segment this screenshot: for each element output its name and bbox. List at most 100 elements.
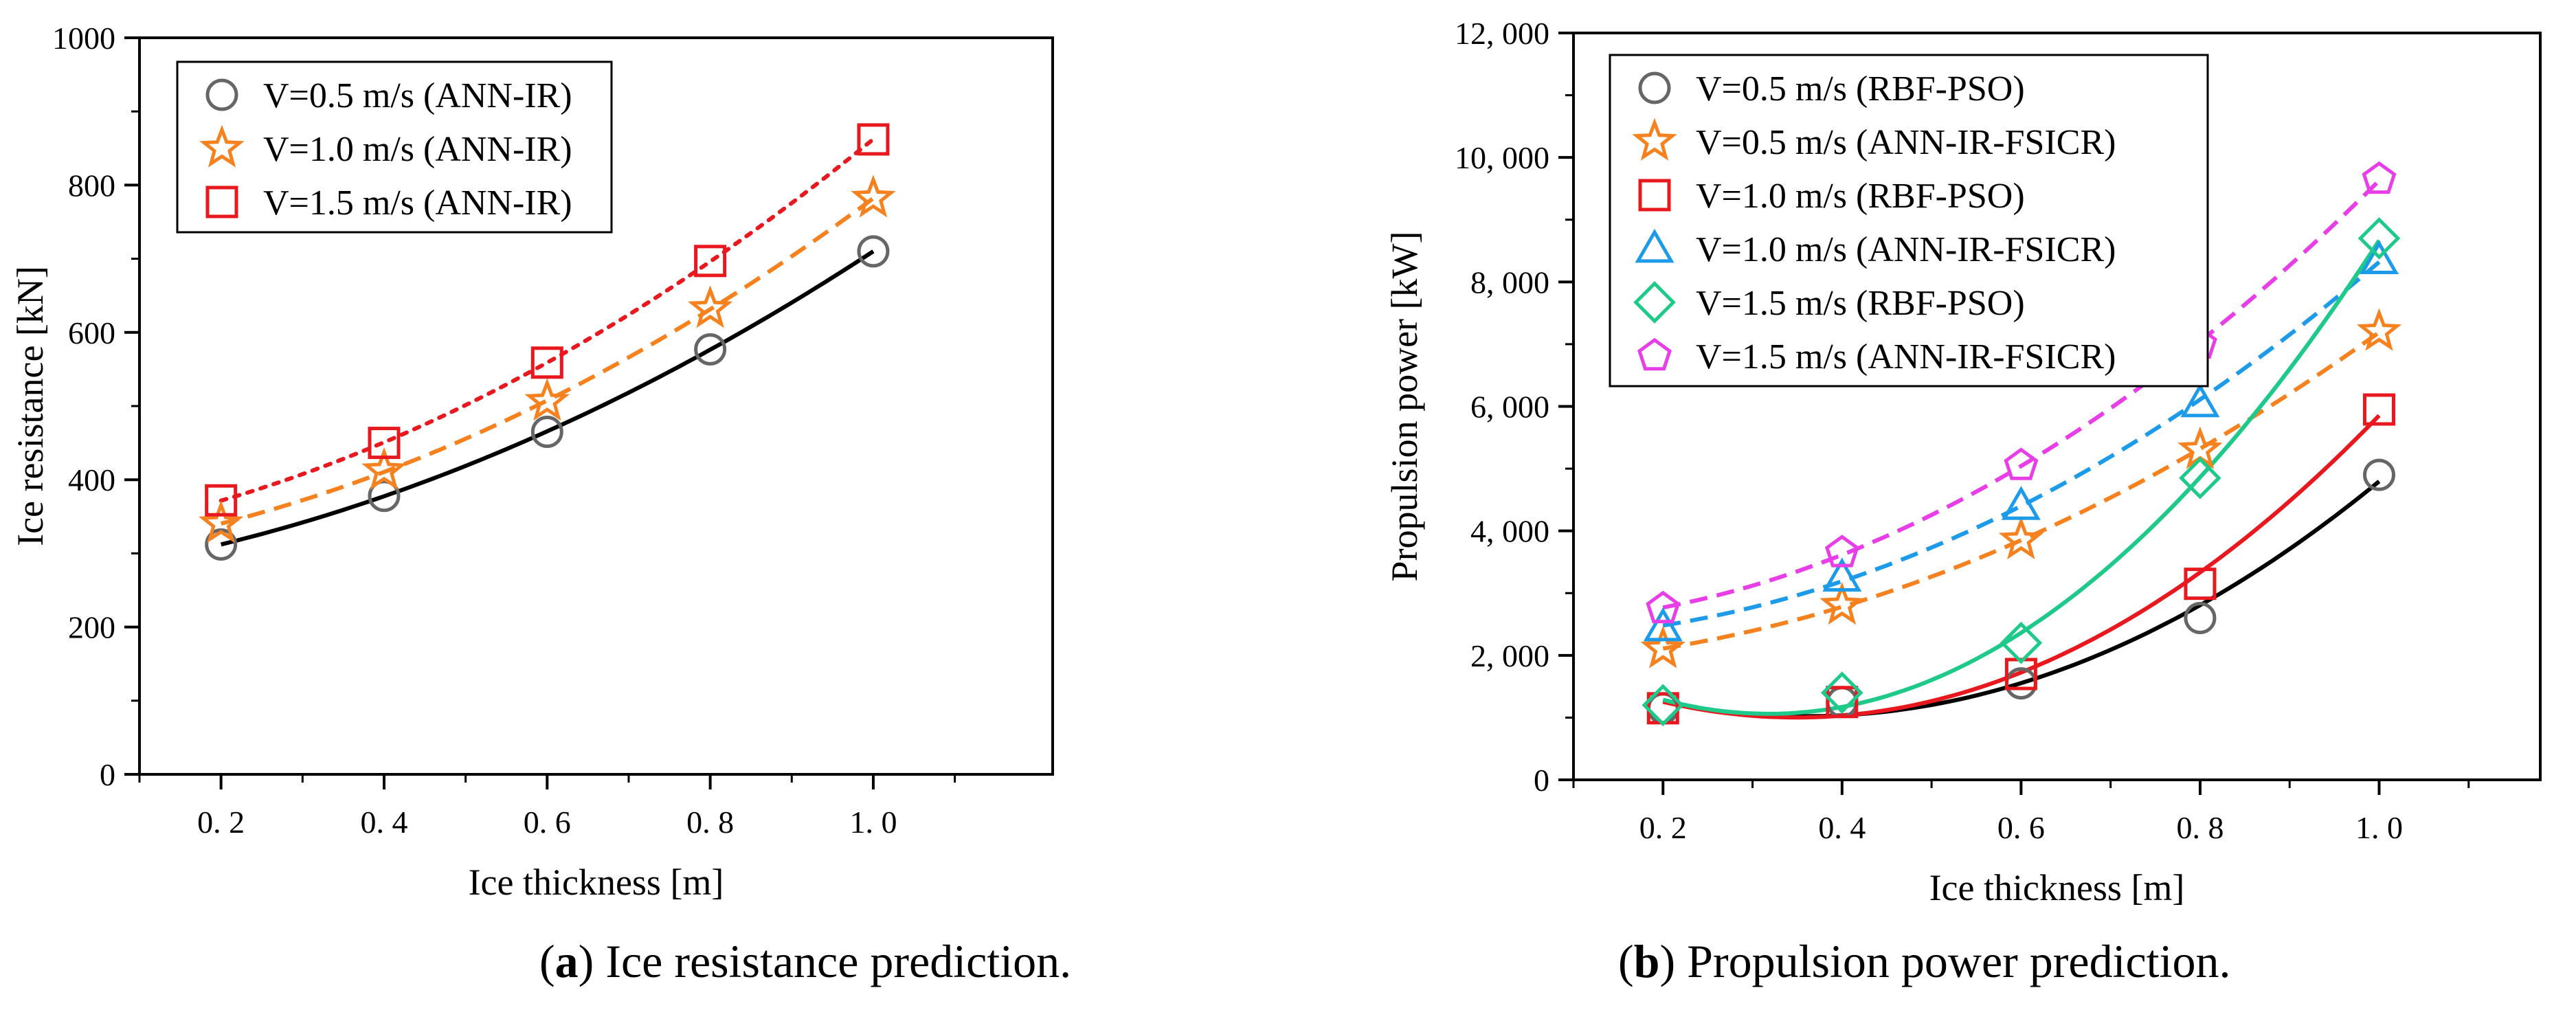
x-tick-label: 0. 8 bbox=[2176, 810, 2224, 845]
legend-entry: V=1.5 m/s (RBF-PSO) bbox=[1696, 284, 2025, 323]
x-tick-label: 0. 6 bbox=[524, 805, 571, 840]
data-point bbox=[2362, 161, 2397, 194]
data-point bbox=[1824, 535, 1859, 568]
y-tick-label: 200 bbox=[68, 610, 115, 645]
caption-b: (b) Propulsion power prediction. bbox=[1618, 935, 2231, 987]
legend-marker bbox=[205, 186, 238, 218]
legend-entry: V=1.5 m/s (ANN-IR-FSICR) bbox=[1696, 337, 2116, 377]
data-point bbox=[2356, 308, 2402, 351]
fit-line-2 bbox=[220, 197, 875, 526]
data-point bbox=[1640, 625, 1685, 669]
x-axis-label: Ice thickness [m] bbox=[1929, 867, 2185, 908]
x-tick-label: 0. 4 bbox=[360, 805, 407, 840]
fit-line-1 bbox=[220, 249, 875, 547]
y-tick-label: 1000 bbox=[52, 21, 115, 56]
legend: V=0.5 m/s (ANN-IR) V=1.0 m/s (ANN-IR) V=1.… bbox=[176, 60, 613, 234]
data-point bbox=[2004, 447, 2039, 480]
data-point bbox=[851, 175, 896, 218]
data-point bbox=[2179, 456, 2221, 500]
caption-b-label: b bbox=[1633, 935, 1660, 987]
data-point bbox=[2000, 621, 2043, 664]
data-point bbox=[2001, 486, 2041, 520]
data-point bbox=[1646, 590, 1681, 624]
fit-line-6 bbox=[1662, 179, 2381, 610]
y-tick-label: 400 bbox=[68, 462, 115, 497]
legend-entry: V=1.5 m/s (ANN-IR) bbox=[263, 183, 572, 223]
caption-a: (a) Ice resistance prediction. bbox=[539, 935, 1072, 987]
data-point bbox=[2184, 568, 2217, 601]
legend-entry: V=1.0 m/s (RBF-PSO) bbox=[1696, 177, 2025, 216]
y-tick-label: 800 bbox=[68, 168, 115, 203]
data-point bbox=[2363, 458, 2395, 491]
x-tick-label: 0. 2 bbox=[197, 805, 245, 840]
data-point bbox=[524, 378, 570, 421]
legend-entry: V=0.5 m/s (ANN-IR-FSICR) bbox=[1696, 123, 2116, 162]
fit-line-4 bbox=[1662, 260, 2381, 628]
caption-a-text: Ice resistance prediction. bbox=[605, 935, 1072, 987]
fit-line-2 bbox=[1662, 330, 2381, 651]
series-5-points bbox=[1642, 217, 2401, 727]
data-point bbox=[1826, 686, 1859, 719]
data-point bbox=[2363, 393, 2395, 426]
data-point bbox=[694, 245, 727, 278]
chart-panel-b: 0. 2 0. 4 0. 6 0. 8 1. 0 0 2, 000 4, 000 6, 000 8… bbox=[1384, 16, 2542, 908]
legend-marker bbox=[205, 78, 238, 111]
data-point bbox=[198, 500, 244, 543]
data-point bbox=[361, 447, 407, 491]
legend-entry: V=0.5 m/s (RBF-PSO) bbox=[1696, 69, 2025, 109]
data-point bbox=[1643, 607, 1683, 642]
data-point bbox=[1642, 684, 1685, 727]
y-axis-label: Ice resistance [kN] bbox=[10, 266, 51, 546]
data-point bbox=[1998, 516, 2044, 560]
legend-entry: V=1.0 m/s (ANN-IR-FSICR) bbox=[1696, 230, 2116, 269]
x-tick-label: 0. 4 bbox=[1818, 810, 1866, 845]
series-1-points bbox=[205, 235, 890, 561]
legend-marker bbox=[199, 124, 245, 168]
series-2-points bbox=[198, 175, 896, 543]
legend-marker bbox=[1638, 179, 1671, 212]
legend-box bbox=[176, 60, 613, 234]
data-point bbox=[1822, 557, 1862, 592]
data-point bbox=[368, 427, 401, 460]
y-tick-label: 2, 000 bbox=[1470, 638, 1549, 673]
data-point bbox=[368, 480, 401, 513]
legend-marker bbox=[1637, 337, 1672, 371]
series-4-points bbox=[1643, 240, 2399, 642]
data-point bbox=[857, 123, 890, 156]
y-tick-label: 8, 000 bbox=[1470, 265, 1549, 300]
fit-line-3 bbox=[1662, 414, 2381, 720]
series-3-points bbox=[205, 123, 890, 517]
y-tick-label: 0 bbox=[100, 757, 115, 792]
data-point bbox=[694, 333, 727, 366]
x-tick-label: 0. 8 bbox=[686, 805, 734, 840]
legend-entry: V=1.0 m/s (ANN-IR) bbox=[263, 130, 572, 169]
legend-marker bbox=[1638, 71, 1671, 104]
x-axis-label: Ice thickness [m] bbox=[469, 862, 724, 903]
data-point bbox=[530, 416, 563, 449]
data-point bbox=[2184, 601, 2217, 634]
legend-marker bbox=[1633, 281, 1676, 324]
x-tick-label: 0. 2 bbox=[1639, 810, 1687, 845]
y-tick-label: 0 bbox=[1534, 763, 1549, 798]
y-tick-label: 4, 000 bbox=[1470, 514, 1549, 549]
y-tick-label: 600 bbox=[68, 315, 115, 350]
y-tick-label: 10, 000 bbox=[1455, 140, 1549, 175]
data-point bbox=[2357, 217, 2401, 260]
data-point bbox=[530, 346, 563, 379]
data-point bbox=[687, 285, 733, 328]
x-tick-label: 0. 6 bbox=[1997, 810, 2045, 845]
y-tick-label: 6, 000 bbox=[1470, 390, 1549, 425]
fit-line-5 bbox=[1662, 239, 2382, 716]
data-point bbox=[1820, 671, 1863, 715]
legend: V=0.5 m/s (RBF-PSO) V=0.5 m/s (ANN-IR-FSI… bbox=[1609, 54, 2209, 388]
x-tick-label: 1. 0 bbox=[849, 805, 897, 840]
data-point bbox=[2180, 383, 2220, 418]
legend-marker bbox=[1632, 117, 1677, 161]
chart-panel-a: 0. 2 0. 4 0. 6 0. 8 1. 0 0 200 400 600 800 1000 Ice… bbox=[10, 21, 1054, 903]
y-tick-label: 12, 000 bbox=[1455, 16, 1549, 51]
data-point bbox=[205, 484, 238, 517]
legend-box bbox=[1609, 54, 2209, 388]
x-tick-label: 1. 0 bbox=[2355, 810, 2403, 845]
y-axis-label: Propulsion power [kW] bbox=[1384, 232, 1425, 582]
